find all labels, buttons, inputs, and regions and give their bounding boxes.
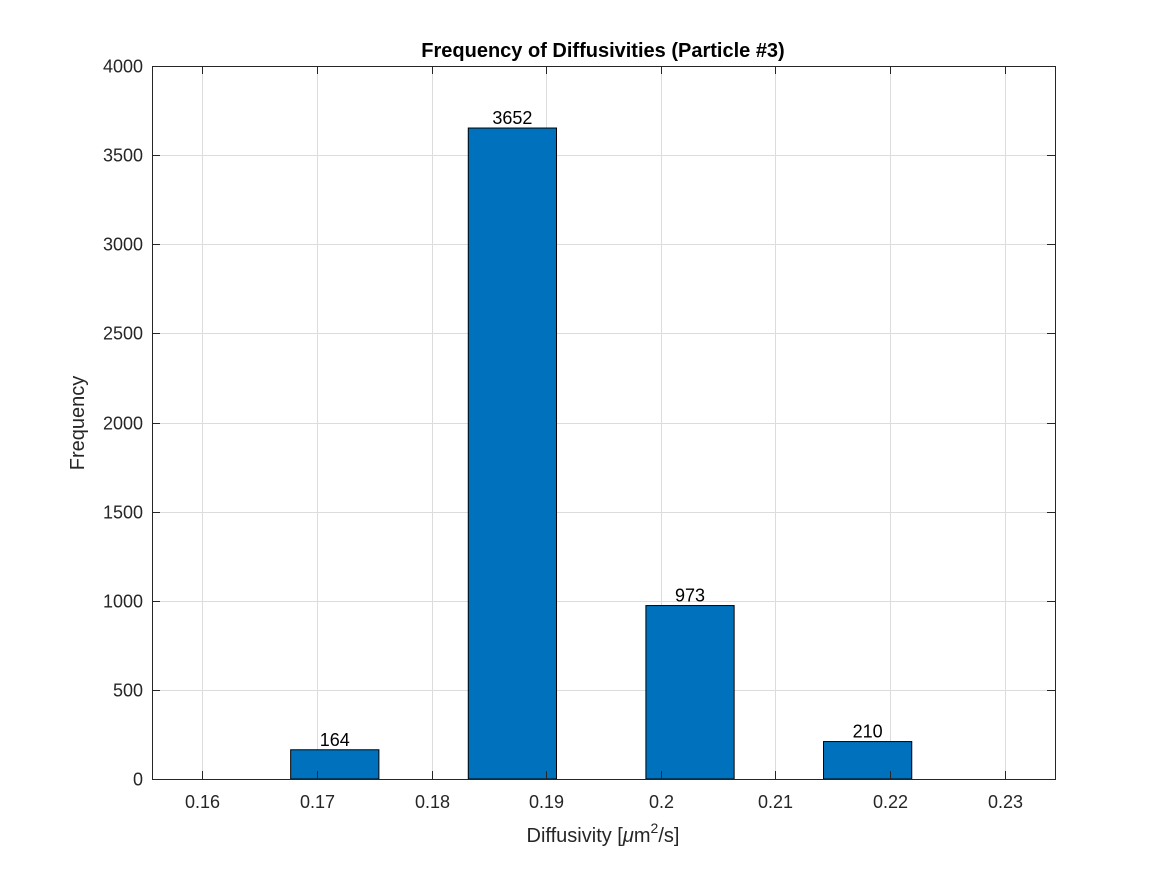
y-tick-label: 3500 [103, 146, 143, 166]
bar [823, 741, 913, 780]
y-tick-label: 4000 [103, 57, 143, 77]
x-tick-labels: 0.16 0.17 0.18 0.19 0.2 0.21 0.22 0.23 [185, 792, 1023, 812]
y-tick-label: 3000 [103, 235, 143, 255]
x-axis-label-mu: μ [622, 825, 634, 847]
bar-value-label: 973 [675, 586, 705, 606]
plot-area [152, 66, 1055, 779]
x-tick-label: 0.22 [873, 792, 908, 812]
bar [645, 605, 735, 780]
x-tick-label: 0.2 [649, 792, 674, 812]
bar-value-label: 3652 [492, 108, 532, 128]
y-tick-label: 2500 [103, 324, 143, 344]
bar-value-label: 210 [853, 722, 883, 742]
bar-series [290, 127, 913, 780]
y-tick-label: 1500 [103, 503, 143, 523]
y-tick-label: 500 [113, 681, 143, 701]
bar-value-labels: 164 3652 973 210 [320, 108, 883, 750]
bar-value-label: 164 [320, 730, 350, 750]
x-tick-label: 0.19 [529, 792, 564, 812]
x-tick-label: 0.18 [415, 792, 450, 812]
x-axis-label-superscript: 2 [651, 820, 659, 836]
x-axis-label-suffix: /s] [658, 825, 679, 847]
tick-marks [152, 66, 1055, 780]
y-tick-label: 1000 [103, 592, 143, 612]
y-tick-label: 2000 [103, 414, 143, 434]
chart-title: Frequency of Diffusivities (Particle #3) [421, 40, 784, 62]
x-tick-label: 0.17 [300, 792, 335, 812]
y-tick-label: 0 [133, 770, 143, 790]
x-axis-label-prefix: Diffusivity [ [527, 825, 624, 847]
bar [467, 127, 558, 780]
x-tick-label: 0.23 [988, 792, 1023, 812]
y-axis-label: Frequency [67, 376, 89, 471]
y-tick-labels: 0 500 1000 1500 2000 2500 3000 3500 4000 [103, 57, 143, 790]
x-tick-label: 0.21 [758, 792, 793, 812]
x-axis-label: Diffusivity [μm2/s] [527, 820, 680, 847]
bar [290, 749, 380, 780]
x-axis-label-unit-m: m [634, 825, 651, 847]
x-tick-label: 0.16 [185, 792, 220, 812]
